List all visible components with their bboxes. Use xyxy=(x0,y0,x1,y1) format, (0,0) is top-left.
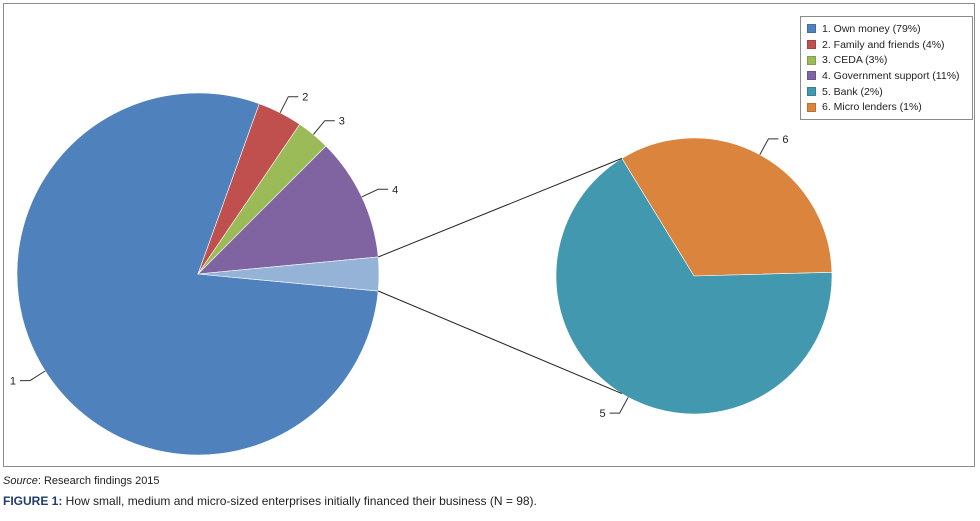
legend-label: 4. Government support (11%) xyxy=(822,69,960,82)
figure-caption: FIGURE 1: How small, medium and micro-si… xyxy=(3,494,537,508)
slice-label: 1 xyxy=(10,376,16,388)
leader-line xyxy=(279,96,299,113)
leader-line xyxy=(20,370,46,382)
slice-label: 6 xyxy=(782,134,788,146)
slice-label: 4 xyxy=(392,184,398,196)
legend-item: 1. Own money (79%) xyxy=(807,21,972,37)
legend-label: 2. Family and friends (4%) xyxy=(822,38,945,51)
caption-label: FIGURE 1: xyxy=(3,494,63,508)
connector-line xyxy=(378,157,623,258)
legend-swatch xyxy=(807,71,816,81)
source-note: Source: Research findings 2015 xyxy=(3,475,160,487)
chart-frame: 1 2 3 4 6 5 1. Own money (79%) 2. Family and … xyxy=(3,3,975,467)
caption-text: How small, medium and micro-sized enterp… xyxy=(62,494,537,508)
leader-line xyxy=(361,188,389,198)
legend-item: 6. Micro lenders (1%) xyxy=(807,99,972,115)
legend-item: 2. Family and friends (4%) xyxy=(807,37,972,53)
slice-label: 3 xyxy=(339,116,345,128)
legend-label: 1. Own money (79%) xyxy=(822,22,921,35)
legend-swatch xyxy=(807,40,816,50)
legend-swatch xyxy=(807,87,816,97)
pie-slice xyxy=(197,145,379,275)
pie-of-pie-chart: 1 2 3 4 6 5 xyxy=(10,92,833,456)
legend-swatch xyxy=(807,102,816,112)
legend: 1. Own money (79%) 2. Family and friends… xyxy=(800,16,973,120)
connector-line xyxy=(378,290,623,395)
legend-item: 3. CEDA (3%) xyxy=(807,52,972,68)
source-text: : Research findings 2015 xyxy=(37,475,160,487)
leader-line xyxy=(313,120,335,135)
leader-line xyxy=(609,397,629,414)
slice-label: 2 xyxy=(302,92,308,104)
legend-item: 4. Government support (11%) xyxy=(807,68,972,84)
slice-label: 5 xyxy=(599,408,605,420)
legend-label: 6. Micro lenders (1%) xyxy=(822,101,922,114)
legend-label: 3. CEDA (3%) xyxy=(822,54,888,67)
source-label: Source xyxy=(3,475,38,487)
legend-item: 5. Bank (2%) xyxy=(807,84,972,100)
legend-swatch xyxy=(807,24,816,34)
legend-label: 5. Bank (2%) xyxy=(822,85,883,98)
leader-line xyxy=(759,138,779,155)
legend-swatch xyxy=(807,55,816,65)
